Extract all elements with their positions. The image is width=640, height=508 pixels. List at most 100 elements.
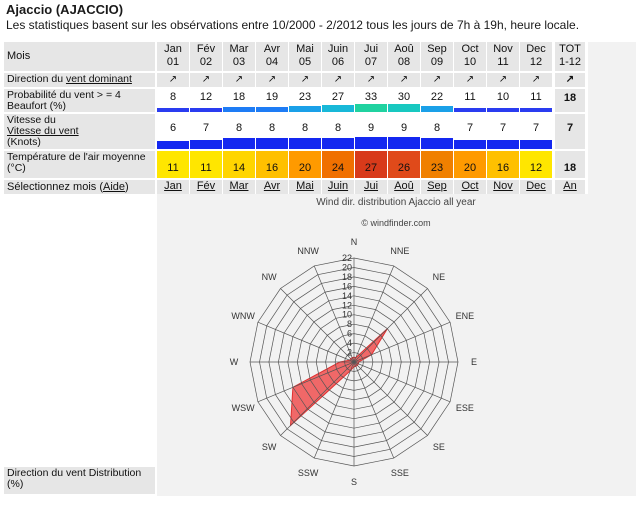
page-title: Ajaccio (AJACCIO) <box>6 2 124 17</box>
month-select-link[interactable]: Jan <box>157 180 189 194</box>
month-select-text[interactable]: Juin <box>327 180 349 192</box>
rose-direction-label: NE <box>433 272 446 282</box>
probability-cell: 11 <box>520 89 552 112</box>
stats-grid: Jan 01 Fév 02 Mar 03 Avr 04 Mai 05 Juin 06 Jui 07 Aoû 0… <box>157 42 585 196</box>
total-name: TOT <box>559 43 581 55</box>
speed-bar <box>289 138 321 149</box>
total-probability-value: 18 <box>563 92 577 104</box>
label-direction-text: Direction du <box>7 73 66 85</box>
aide-link[interactable]: Aide <box>103 181 126 193</box>
month-select-link[interactable]: Sep <box>421 180 453 194</box>
month-select-text[interactable]: Nov <box>493 180 513 192</box>
month-select-link[interactable]: Avr <box>256 180 288 194</box>
probability-value: 23 <box>298 91 312 103</box>
row-labels: Mois Direction du vent dominant Probabil… <box>4 42 155 196</box>
month-select-link[interactable]: Mar <box>223 180 255 194</box>
month-select-text[interactable]: Dec <box>526 180 546 192</box>
wind-direction-icon: ↗ <box>223 73 255 87</box>
month-header: Juin 06 <box>322 42 354 71</box>
speed-bar <box>223 138 255 149</box>
month-name: Juin <box>327 43 349 55</box>
total-select-text[interactable]: An <box>563 180 577 192</box>
probability-bar <box>355 104 387 112</box>
month-select-link[interactable]: Fév <box>190 180 222 194</box>
month-header: Fév 02 <box>190 42 222 71</box>
rose-scale-label: 4 <box>347 338 352 348</box>
speed-cell: 8 <box>223 114 255 149</box>
wind-direction-icon: ↗ <box>256 73 288 87</box>
month-select-text[interactable]: Sep <box>427 180 447 192</box>
wind-rose-copyright: © windfinder.com <box>361 218 431 228</box>
speed-bar <box>388 137 420 149</box>
probability-value: 33 <box>364 91 378 103</box>
rose-direction-label: E <box>471 357 477 367</box>
probability-cell: 23 <box>289 89 321 112</box>
temperature-cell: 23 <box>421 151 453 178</box>
speed-value: 8 <box>268 122 276 134</box>
label-select-close: ) <box>125 181 129 193</box>
temperature-cell: 16 <box>487 151 519 178</box>
rose-spoke <box>257 321 355 363</box>
month-name: Dec <box>526 43 546 55</box>
rose-scale-label: 16 <box>342 281 352 291</box>
month-number: 11 <box>497 56 509 68</box>
rose-spoke <box>257 361 355 403</box>
wind-rose-panel: Wind dir. distribution Ajaccio all year … <box>157 194 635 496</box>
vitesse-du-vent-link[interactable]: Vitesse du vent <box>7 125 79 137</box>
probability-value: 8 <box>169 91 177 103</box>
probability-cell: 11 <box>454 89 486 112</box>
speed-cell: 9 <box>355 114 387 149</box>
rose-direction-label: SW <box>262 442 277 452</box>
month-name: Jan <box>164 43 182 55</box>
month-select-text[interactable]: Fév <box>196 180 216 192</box>
month-select-text[interactable]: Aoû <box>394 180 414 192</box>
direction-row: ↗ ↗ ↗ ↗ ↗ ↗ ↗ ↗ ↗ ↗ ↗ ↗ ↗ <box>157 73 585 87</box>
month-select-text[interactable]: Mai <box>296 180 314 192</box>
total-temperature: 18 <box>555 151 585 178</box>
speed-bar <box>157 141 189 149</box>
vent-dominant-link[interactable]: vent dominant <box>65 73 132 85</box>
speed-bar <box>256 138 288 149</box>
probability-bar <box>421 106 453 112</box>
probability-value: 18 <box>232 91 246 103</box>
probability-cell: 22 <box>421 89 453 112</box>
month-select-text[interactable]: Avr <box>263 180 281 192</box>
month-select-text[interactable]: Jui <box>363 180 379 192</box>
month-name: Aoû <box>394 43 414 55</box>
rose-direction-label: WNW <box>231 311 255 321</box>
month-select-link[interactable]: Jui <box>355 180 387 194</box>
total-speed-value: 7 <box>566 122 574 134</box>
speed-value: 7 <box>532 122 540 134</box>
month-select-link[interactable]: Mai <box>289 180 321 194</box>
total-header: TOT 1-12 <box>555 42 585 71</box>
rose-direction-label: S <box>351 477 357 487</box>
speed-value: 8 <box>433 122 441 134</box>
rose-scale-label: 14 <box>342 291 352 301</box>
month-select-link[interactable]: Dec <box>520 180 552 194</box>
speed-bar <box>487 140 519 149</box>
month-select-text[interactable]: Mar <box>229 180 249 192</box>
temperature-cell: 24 <box>322 151 354 178</box>
month-number: 07 <box>364 56 378 68</box>
temperature-cell: 16 <box>256 151 288 178</box>
month-select-text[interactable]: Jan <box>164 180 182 192</box>
month-select-link[interactable]: Aoû <box>388 180 420 194</box>
wind-direction-icon: ↗ <box>289 73 321 87</box>
month-select-link[interactable]: Oct <box>454 180 486 194</box>
month-select-text[interactable]: Oct <box>461 180 479 192</box>
temperature-cell: 27 <box>355 151 387 178</box>
speed-value: 6 <box>169 122 177 134</box>
temperature-cell: 12 <box>520 151 552 178</box>
month-header: Avr 04 <box>256 42 288 71</box>
probability-cell: 10 <box>487 89 519 112</box>
label-temperature: Température de l'air moyenne (°C) <box>4 151 155 178</box>
wind-rose-title: Wind dir. distribution Ajaccio all year <box>316 197 476 208</box>
month-select-link[interactable]: Nov <box>487 180 519 194</box>
month-number: 01 <box>166 56 180 68</box>
month-name: Mar <box>229 43 249 55</box>
probability-value: 19 <box>265 91 279 103</box>
total-select-link[interactable]: An <box>555 180 585 194</box>
month-select-link[interactable]: Juin <box>322 180 354 194</box>
rose-direction-label: ESE <box>456 403 474 413</box>
